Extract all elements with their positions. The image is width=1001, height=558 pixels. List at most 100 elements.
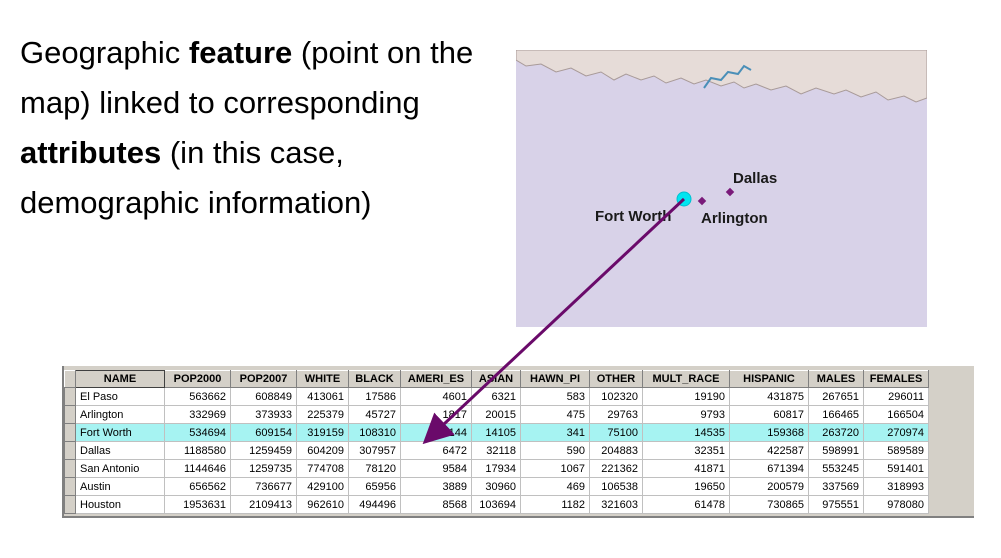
table-cell-females[interactable]: 978080: [863, 495, 929, 514]
table-cell-pop2000[interactable]: 1144646: [164, 459, 231, 478]
row-selector[interactable]: [64, 477, 76, 496]
table-row[interactable]: Dallas 1188580 1259459 604209 307957 6472 3211…: [64, 441, 929, 460]
column-header-mult-race[interactable]: MULT_RACE: [642, 370, 730, 388]
table-cell-mult-race[interactable]: 32351: [642, 441, 730, 460]
table-cell-pop2007[interactable]: 608849: [230, 387, 297, 406]
table-cell-males[interactable]: 166465: [808, 405, 864, 424]
table-cell-hispanic[interactable]: 730865: [729, 495, 809, 514]
table-cell-name[interactable]: Austin: [75, 477, 165, 496]
table-cell-black[interactable]: 307957: [348, 441, 401, 460]
table-cell-females[interactable]: 270974: [863, 423, 929, 442]
table-row[interactable]: Fort Worth 534694 609154 319159 108310 3144 14…: [64, 423, 929, 442]
table-cell-pop2007[interactable]: 1259735: [230, 459, 297, 478]
table-cell-name[interactable]: San Antonio: [75, 459, 165, 478]
table-cell-name[interactable]: Arlington: [75, 405, 165, 424]
column-header-hawn-pi[interactable]: HAWN_PI: [520, 370, 590, 388]
table-cell-name[interactable]: Dallas: [75, 441, 165, 460]
table-cell-hawn-pi[interactable]: 469: [520, 477, 590, 496]
map-view[interactable]: Dallas Fort Worth Arlington: [516, 50, 927, 327]
table-cell-white[interactable]: 429100: [296, 477, 349, 496]
table-cell-pop2000[interactable]: 1953631: [164, 495, 231, 514]
table-cell-females[interactable]: 591401: [863, 459, 929, 478]
table-cell-pop2000[interactable]: 656562: [164, 477, 231, 496]
table-cell-asian[interactable]: 20015: [471, 405, 521, 424]
table-cell-hispanic[interactable]: 159368: [729, 423, 809, 442]
table-cell-black[interactable]: 494496: [348, 495, 401, 514]
table-cell-asian[interactable]: 32118: [471, 441, 521, 460]
table-row[interactable]: Houston 1953631 2109413 962610 494496 8568 103…: [64, 495, 929, 514]
table-cell-hispanic[interactable]: 671394: [729, 459, 809, 478]
table-cell-ameri-es[interactable]: 4601: [400, 387, 472, 406]
table-cell-males[interactable]: 598991: [808, 441, 864, 460]
table-cell-mult-race[interactable]: 61478: [642, 495, 730, 514]
table-cell-pop2000[interactable]: 332969: [164, 405, 231, 424]
row-selector-header[interactable]: [64, 370, 76, 388]
table-cell-white[interactable]: 604209: [296, 441, 349, 460]
table-cell-black[interactable]: 65956: [348, 477, 401, 496]
row-selector[interactable]: [64, 495, 76, 514]
table-cell-hawn-pi[interactable]: 1182: [520, 495, 590, 514]
column-header-pop2000[interactable]: POP2000: [164, 370, 231, 388]
table-cell-males[interactable]: 553245: [808, 459, 864, 478]
table-cell-other[interactable]: 321603: [589, 495, 643, 514]
table-cell-ameri-es[interactable]: 9584: [400, 459, 472, 478]
column-header-black[interactable]: BLACK: [348, 370, 401, 388]
table-cell-white[interactable]: 225379: [296, 405, 349, 424]
table-cell-mult-race[interactable]: 14535: [642, 423, 730, 442]
table-cell-females[interactable]: 296011: [863, 387, 929, 406]
column-header-ameri-es[interactable]: AMERI_ES: [400, 370, 472, 388]
table-cell-asian[interactable]: 6321: [471, 387, 521, 406]
table-cell-hawn-pi[interactable]: 583: [520, 387, 590, 406]
table-cell-white[interactable]: 319159: [296, 423, 349, 442]
table-cell-other[interactable]: 204883: [589, 441, 643, 460]
table-cell-hawn-pi[interactable]: 475: [520, 405, 590, 424]
table-row[interactable]: San Antonio 1144646 1259735 774708 78120 9584…: [64, 459, 929, 478]
table-cell-black[interactable]: 108310: [348, 423, 401, 442]
table-cell-ameri-es[interactable]: 6472: [400, 441, 472, 460]
column-header-pop2007[interactable]: POP2007: [230, 370, 297, 388]
table-cell-name[interactable]: Houston: [75, 495, 165, 514]
row-selector[interactable]: [64, 441, 76, 460]
table-row[interactable]: Arlington 332969 373933 225379 45727 1817 2001…: [64, 405, 929, 424]
table-cell-females[interactable]: 318993: [863, 477, 929, 496]
table-cell-name[interactable]: El Paso: [75, 387, 165, 406]
table-cell-other[interactable]: 221362: [589, 459, 643, 478]
table-cell-hawn-pi[interactable]: 1067: [520, 459, 590, 478]
column-header-other[interactable]: OTHER: [589, 370, 643, 388]
table-cell-ameri-es[interactable]: 3889: [400, 477, 472, 496]
table-cell-asian[interactable]: 30960: [471, 477, 521, 496]
table-cell-mult-race[interactable]: 9793: [642, 405, 730, 424]
table-cell-pop2007[interactable]: 2109413: [230, 495, 297, 514]
table-cell-hispanic[interactable]: 431875: [729, 387, 809, 406]
table-cell-pop2000[interactable]: 563662: [164, 387, 231, 406]
column-header-hispanic[interactable]: HISPANIC: [729, 370, 809, 388]
table-cell-other[interactable]: 106538: [589, 477, 643, 496]
table-cell-other[interactable]: 102320: [589, 387, 643, 406]
table-cell-other[interactable]: 75100: [589, 423, 643, 442]
table-cell-pop2007[interactable]: 609154: [230, 423, 297, 442]
row-selector[interactable]: [64, 459, 76, 478]
table-cell-asian[interactable]: 17934: [471, 459, 521, 478]
table-cell-mult-race[interactable]: 19190: [642, 387, 730, 406]
table-cell-other[interactable]: 29763: [589, 405, 643, 424]
table-cell-black[interactable]: 45727: [348, 405, 401, 424]
table-cell-females[interactable]: 589589: [863, 441, 929, 460]
table-cell-black[interactable]: 78120: [348, 459, 401, 478]
table-cell-asian[interactable]: 14105: [471, 423, 521, 442]
table-cell-pop2000[interactable]: 534694: [164, 423, 231, 442]
column-header-name[interactable]: NAME: [75, 370, 165, 388]
table-cell-ameri-es[interactable]: 8568: [400, 495, 472, 514]
column-header-males[interactable]: MALES: [808, 370, 864, 388]
table-cell-white[interactable]: 962610: [296, 495, 349, 514]
table-cell-white[interactable]: 413061: [296, 387, 349, 406]
column-header-white[interactable]: WHITE: [296, 370, 349, 388]
table-cell-name[interactable]: Fort Worth: [75, 423, 165, 442]
table-cell-males[interactable]: 267651: [808, 387, 864, 406]
table-cell-hawn-pi[interactable]: 341: [520, 423, 590, 442]
table-cell-hispanic[interactable]: 200579: [729, 477, 809, 496]
table-cell-pop2007[interactable]: 736677: [230, 477, 297, 496]
table-cell-asian[interactable]: 103694: [471, 495, 521, 514]
table-cell-hawn-pi[interactable]: 590: [520, 441, 590, 460]
column-header-females[interactable]: FEMALES: [863, 370, 929, 388]
table-cell-ameri-es[interactable]: 1817: [400, 405, 472, 424]
